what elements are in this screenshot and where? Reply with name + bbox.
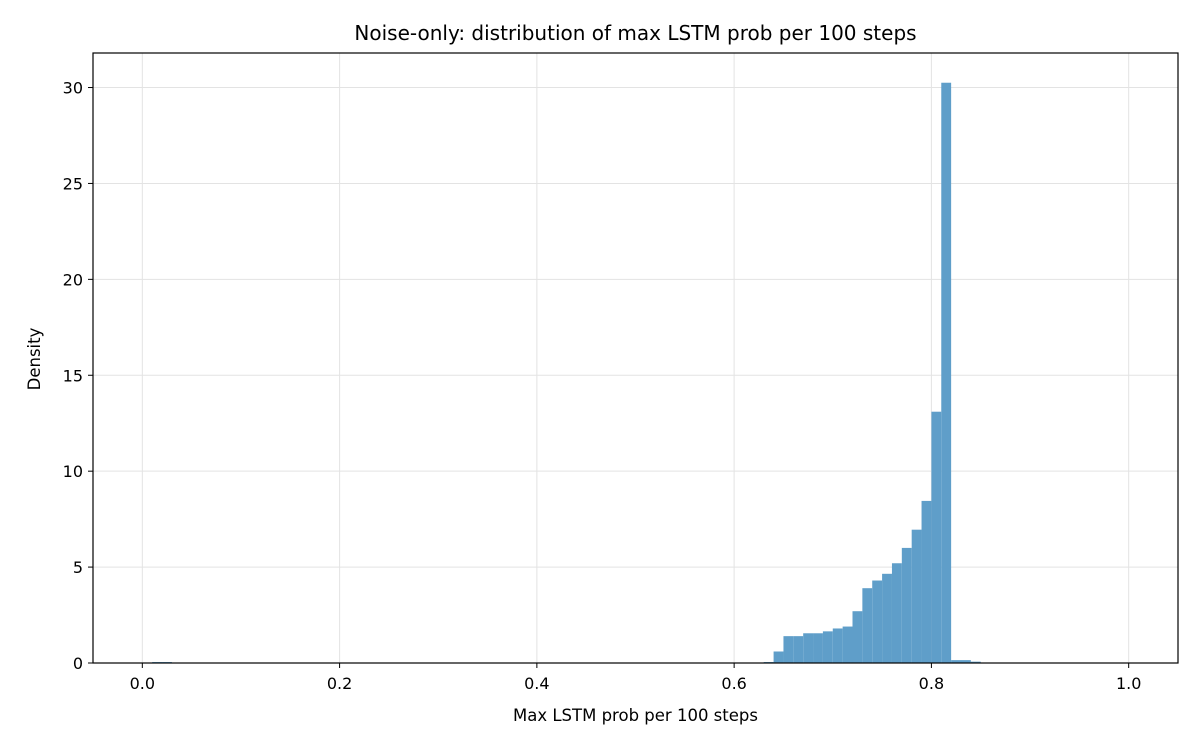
histogram-bar [901, 547, 912, 663]
y-tick-label: 30 [63, 79, 83, 98]
y-tick-label: 5 [73, 558, 83, 577]
x-axis-ticks: 0.0 0.2 0.4 0.6 0.8 1.0 [130, 663, 1141, 693]
histogram-bar [842, 626, 853, 663]
histogram-bar [891, 563, 902, 663]
x-tick-label: 0.8 [919, 674, 944, 693]
histogram-bar [882, 573, 892, 663]
x-tick-label: 0.6 [721, 674, 746, 693]
histogram-bar [862, 588, 873, 663]
x-tick-label: 0.0 [130, 674, 155, 693]
histogram-bar [813, 633, 823, 663]
y-axis-ticks: 0 5 10 15 20 25 30 [63, 79, 93, 673]
y-tick-label: 25 [63, 174, 83, 193]
histogram-bar [803, 633, 814, 663]
histogram-bar [783, 636, 794, 663]
histogram-bar [832, 628, 843, 663]
y-tick-label: 0 [73, 654, 83, 673]
x-tick-label: 0.4 [524, 674, 549, 693]
histogram-bar [970, 661, 981, 663]
histogram-bars [152, 82, 981, 663]
y-axis-label: Density [25, 327, 44, 390]
histogram-bar [852, 611, 863, 663]
histogram-bar [921, 500, 932, 663]
histogram-bar [951, 660, 961, 663]
grid-lines [93, 53, 1178, 664]
histogram-bar [793, 636, 804, 663]
plot-frame [92, 52, 1179, 664]
chart-title: Noise-only: distribution of max LSTM pro… [354, 21, 916, 45]
histogram-bar [872, 580, 883, 663]
histogram-bar [911, 529, 922, 663]
histogram-bar [773, 651, 784, 663]
x-tick-label: 1.0 [1116, 674, 1141, 693]
y-tick-label: 15 [63, 366, 83, 385]
x-axis-label: Max LSTM prob per 100 steps [513, 706, 758, 725]
histogram-bar [941, 82, 952, 663]
x-tick-label: 0.2 [327, 674, 352, 693]
y-tick-label: 20 [63, 270, 83, 289]
histogram-bar [961, 660, 971, 663]
histogram-bar [931, 411, 942, 663]
histogram-bar [822, 631, 833, 663]
y-tick-label: 10 [63, 462, 83, 481]
